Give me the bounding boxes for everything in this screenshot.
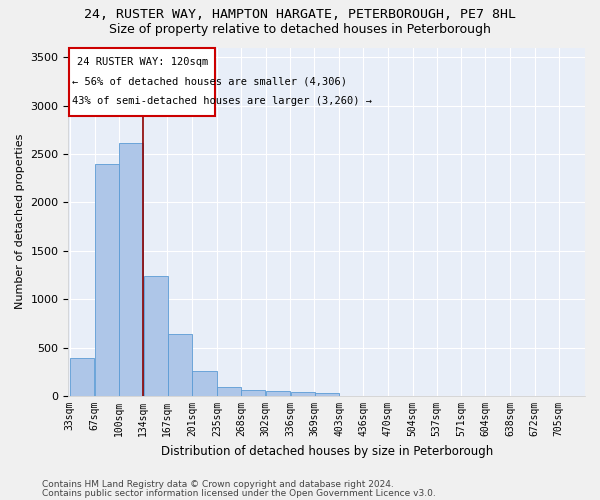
Text: 24 RUSTER WAY: 120sqm: 24 RUSTER WAY: 120sqm bbox=[77, 57, 208, 67]
Bar bbox=[266, 390, 290, 396]
Text: 24, RUSTER WAY, HAMPTON HARGATE, PETERBOROUGH, PE7 8HL: 24, RUSTER WAY, HAMPTON HARGATE, PETERBO… bbox=[84, 8, 516, 20]
Bar bbox=[217, 387, 241, 396]
Bar bbox=[143, 276, 168, 396]
Bar bbox=[241, 390, 265, 396]
Bar bbox=[95, 164, 119, 396]
X-axis label: Distribution of detached houses by size in Peterborough: Distribution of detached houses by size … bbox=[161, 444, 493, 458]
Text: Contains HM Land Registry data © Crown copyright and database right 2024.: Contains HM Land Registry data © Crown c… bbox=[42, 480, 394, 489]
Text: Size of property relative to detached houses in Peterborough: Size of property relative to detached ho… bbox=[109, 22, 491, 36]
Y-axis label: Number of detached properties: Number of detached properties bbox=[15, 134, 25, 310]
Text: ← 56% of detached houses are smaller (4,306): ← 56% of detached houses are smaller (4,… bbox=[72, 76, 347, 86]
Bar bbox=[314, 393, 339, 396]
Bar bbox=[69, 48, 215, 116]
Bar bbox=[192, 372, 217, 396]
Bar bbox=[119, 144, 143, 396]
Text: 43% of semi-detached houses are larger (3,260) →: 43% of semi-detached houses are larger (… bbox=[72, 96, 372, 106]
Bar bbox=[290, 392, 315, 396]
Text: Contains public sector information licensed under the Open Government Licence v3: Contains public sector information licen… bbox=[42, 490, 436, 498]
Bar bbox=[167, 334, 192, 396]
Bar bbox=[70, 358, 94, 396]
